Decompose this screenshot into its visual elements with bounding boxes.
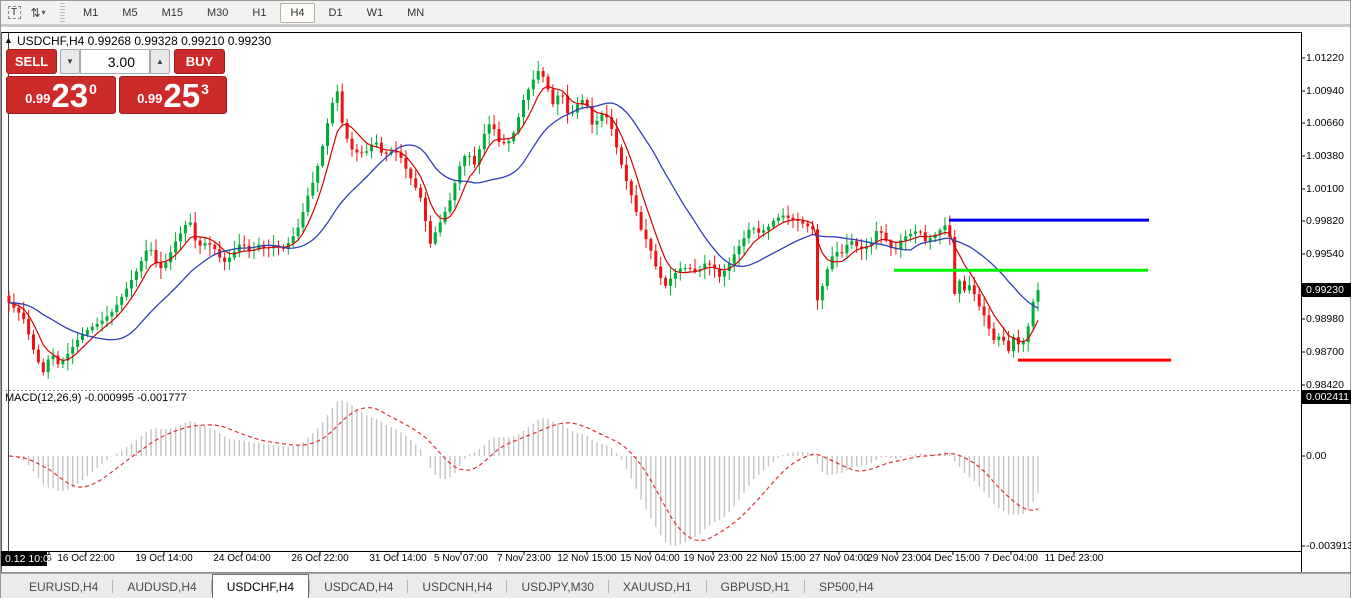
volume-increase-button[interactable]: ▲: [150, 49, 170, 74]
price-label-0.98700: 0.98700: [1306, 346, 1344, 358]
time-label-24 Oct 04:00: 24 Oct 04:00: [213, 553, 271, 564]
time-label-8: 8: [46, 553, 52, 564]
tab-divider: [407, 580, 409, 593]
price-label-0.98420: 0.98420: [1306, 379, 1344, 391]
time-label-22 Nov 15:00: 22 Nov 15:00: [746, 553, 806, 564]
macd-indicator-label: MACD(12,26,9) -0.000995 -0.001777: [5, 392, 187, 404]
time-label-29 Nov 23:00: 29 Nov 23:00: [867, 553, 927, 564]
volume-input[interactable]: 3.00: [80, 49, 150, 74]
timeframe-button-MN[interactable]: MN: [407, 6, 425, 19]
timeframe-button-M5[interactable]: M5: [122, 6, 138, 19]
arrange-arrows-icon[interactable]: ⇅ ▾: [30, 5, 46, 20]
chart-tab-USDCAD,H4[interactable]: USDCAD,H4: [324, 579, 394, 594]
price-label-1.01220: 1.01220: [1306, 52, 1344, 64]
tab-divider: [803, 580, 805, 593]
time-label-19 Oct 14:00: 19 Oct 14:00: [135, 553, 193, 564]
timeframe-button-M15[interactable]: M15: [161, 6, 183, 19]
price-label-1.00940: 1.00940: [1306, 85, 1344, 97]
time-label-5 Nov 07:00: 5 Nov 07:00: [434, 553, 488, 564]
price-label-0.99820: 0.99820: [1306, 215, 1344, 227]
time-label-26 Oct 22:00: 26 Oct 22:00: [291, 553, 349, 564]
time-label-4 Dec 15:00: 4 Dec 15:00: [926, 553, 980, 564]
tab-divider: [607, 580, 609, 593]
macd-histogram: [13, 400, 1039, 546]
timeframe-button-W1[interactable]: W1: [366, 6, 384, 19]
timeframe-button-D1[interactable]: D1: [328, 6, 343, 19]
price-label-1.00380: 1.00380: [1306, 150, 1344, 162]
time-label-31 Oct 14:00: 31 Oct 14:00: [369, 553, 427, 564]
sell-price-big: 23: [51, 76, 89, 114]
chart-tab-GBPUSD,H1[interactable]: GBPUSD,H1: [720, 579, 790, 594]
price-label-0.98980: 0.98980: [1306, 313, 1344, 325]
macd-value-box: 0.002411: [1302, 390, 1351, 404]
volume-decrease-button[interactable]: ▼: [60, 49, 80, 74]
trend-lines[interactable]: [894, 218, 1171, 362]
chart-tab-USDCNH,H4[interactable]: USDCNH,H4: [422, 579, 493, 594]
buy-price-sup: 3: [201, 81, 209, 97]
tab-divider: [705, 580, 707, 593]
ma-slow-line: [8, 102, 1039, 341]
sell-price-small: 0.99: [25, 91, 51, 106]
time-label-19 Nov 23:00: 19 Nov 23:00: [683, 553, 743, 564]
timeframe-button-M1[interactable]: M1: [83, 6, 99, 19]
text-tool-icon[interactable]: T: [4, 4, 24, 22]
chart-tab-XAUUSD,H1[interactable]: XAUUSD,H1: [622, 579, 692, 594]
timeframe-button-M30[interactable]: M30: [206, 6, 229, 19]
tab-divider: [506, 580, 508, 593]
buy-button[interactable]: BUY: [174, 49, 225, 74]
price-label--0.003913: -0.003913: [1306, 540, 1351, 552]
chart-title: USDCHF,H4 0.99268 0.99328 0.99210 0.9923…: [17, 34, 272, 48]
price-label-1.00100: 1.00100: [1306, 183, 1344, 195]
price-label-0.99540: 0.99540: [1306, 248, 1344, 260]
timeframe-button-H1[interactable]: H1: [252, 6, 267, 19]
tab-divider: [112, 580, 114, 593]
price-label-1.00660: 1.00660: [1306, 117, 1344, 129]
candles: [7, 60, 1040, 380]
time-label-16 Oct 22:00: 16 Oct 22:00: [57, 553, 115, 564]
chart-marker-icon: ▲: [4, 35, 13, 45]
time-label-7 Nov 23:00: 7 Nov 23:00: [497, 553, 551, 564]
chart-frame: [1, 32, 1351, 573]
time-label-15 Nov 04:00: 15 Nov 04:00: [620, 553, 680, 564]
timeframe-button-H4[interactable]: H4: [280, 2, 315, 23]
price-label-0.00: 0.00: [1306, 450, 1327, 462]
chart-tab-USDCHF,H4[interactable]: USDCHF,H4: [211, 574, 310, 598]
buy-price-box[interactable]: 0.99 25 3: [119, 76, 227, 114]
chart-tab-EURUSD,H4[interactable]: EURUSD,H4: [29, 579, 99, 594]
buy-price-small: 0.99: [137, 91, 163, 106]
ma-fast-line: [8, 85, 1039, 362]
crosshair-time-box: 0.12 10:00: [1, 552, 55, 566]
dropdown-caret-icon[interactable]: ▾: [41, 8, 46, 17]
time-label-11 Dec 23:00: 11 Dec 23:00: [1044, 553, 1104, 564]
top-toolbar: T ⇅ ▾ M1 M5 M15 M30 H1 H4 D1 W1 MN: [1, 1, 1350, 27]
time-label-7 Dec 04:00: 7 Dec 04:00: [984, 553, 1038, 564]
chart-tab-SP500,H4[interactable]: SP500,H4: [818, 579, 874, 594]
tab-divider: [309, 580, 311, 593]
buy-price-big: 25: [163, 76, 201, 114]
timeframe-button-group: M1 M5 M15 M30 H1 H4 D1 W1 MN: [71, 2, 436, 23]
macd-signal-line: [8, 407, 1039, 542]
tab-divider: [210, 580, 212, 593]
time-label-27 Nov 04:00: 27 Nov 04:00: [809, 553, 869, 564]
chart-tab-bar: EURUSD,H4 AUDUSD,H4 USDCHF,H4 USDCAD,H4 USDC…: [1, 573, 1350, 598]
sell-button[interactable]: SELL: [6, 49, 57, 74]
sell-price-box[interactable]: 0.99 23 0: [6, 76, 116, 114]
sell-price-sup: 0: [89, 81, 97, 97]
current-price-box: 0.99230: [1302, 283, 1351, 297]
toolbar-separator: [60, 2, 65, 23]
time-label-12 Nov 15:00: 12 Nov 15:00: [557, 553, 617, 564]
chart-tab-AUDUSD,H4[interactable]: AUDUSD,H4: [127, 579, 197, 594]
chart-tab-USDJPY,M30[interactable]: USDJPY,M30: [521, 579, 594, 594]
